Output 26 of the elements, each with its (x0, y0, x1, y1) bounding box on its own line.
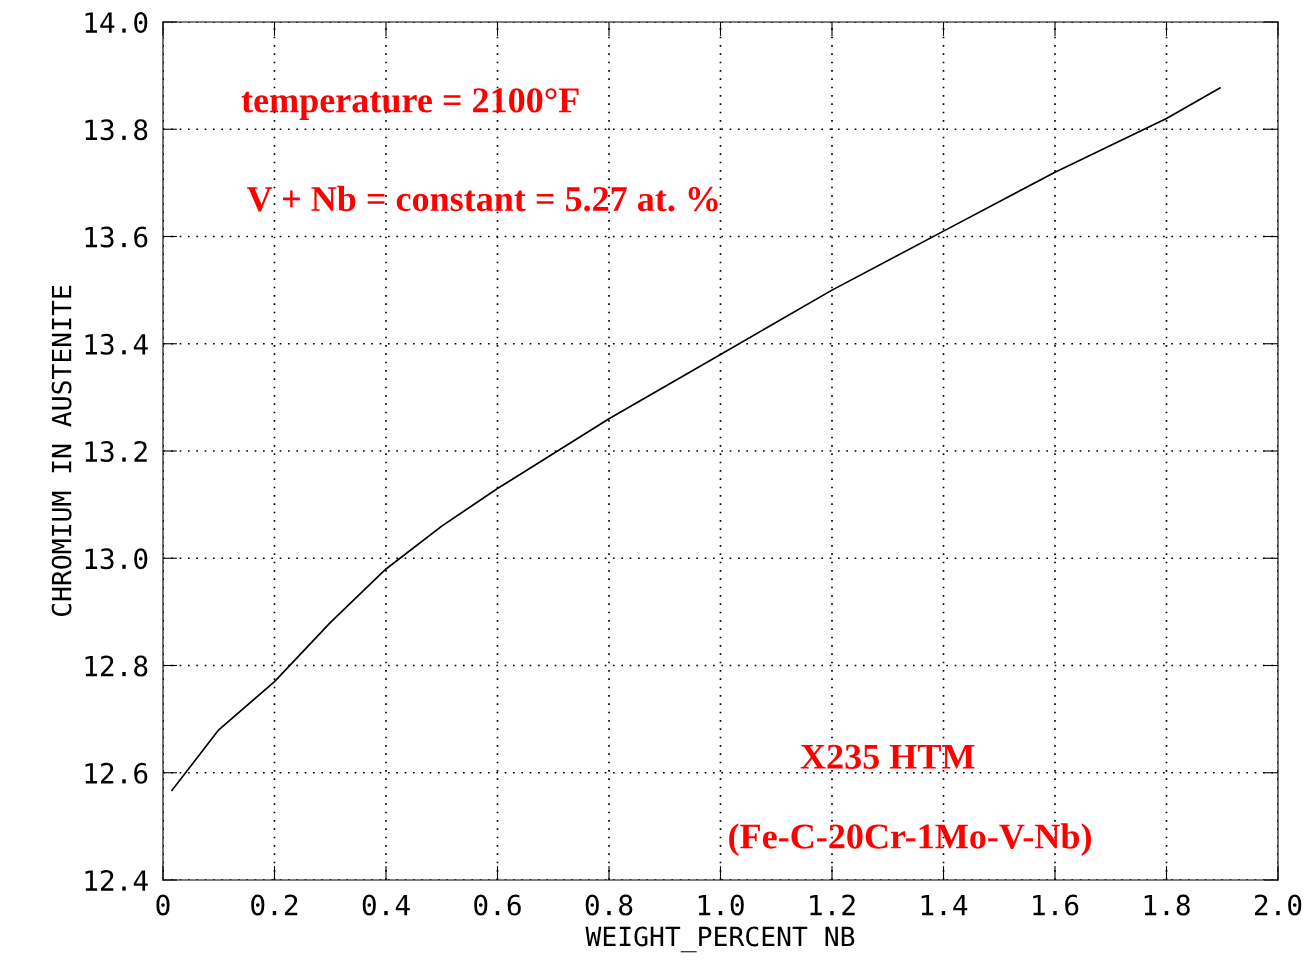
x-tick-label: 1.2 (810, 894, 855, 916)
y-tick-label: 14.0 (85, 12, 148, 34)
x-tick-label: 1.6 (1033, 894, 1079, 916)
annotation: (Fe-C-20Cr-1Mo-V-Nb) (729, 823, 1091, 857)
x-tick-label: 1.0 (698, 894, 744, 916)
annotation: X235 HTM (800, 744, 975, 769)
y-tick-label: 12.4 (85, 870, 148, 891)
y-tick-label: 13.0 (85, 548, 148, 570)
x-tick-label: 0.2 (251, 894, 298, 916)
y-tick-label: 12.8 (85, 655, 148, 677)
x-tick-label: 0.8 (585, 894, 633, 916)
y-tick-label: 13.4 (85, 333, 148, 355)
x-axis-title: WEIGHT_PERCENT NB (585, 926, 855, 953)
x-tick-label: 1.4 (921, 894, 968, 916)
x-tick-label: 0.6 (474, 894, 521, 916)
annotation: V + Nb = constant = 5.27 at. % (247, 185, 718, 212)
y-tick-label: 13.6 (85, 226, 148, 248)
y-tick-label: 13.2 (85, 441, 147, 463)
y-tick-label: 13.8 (85, 119, 148, 141)
x-tick-label: 0.4 (362, 894, 410, 916)
y-tick-label: 12.6 (85, 762, 148, 784)
x-tick-label: 0 (156, 894, 170, 916)
annotation: temperature = 2100°F (241, 88, 579, 120)
x-tick-label: 1.8 (1144, 894, 1190, 916)
x-tick-label: 2.0 (1254, 894, 1302, 916)
y-axis-title: CHROMIUM IN AUSTENITE (51, 285, 72, 617)
